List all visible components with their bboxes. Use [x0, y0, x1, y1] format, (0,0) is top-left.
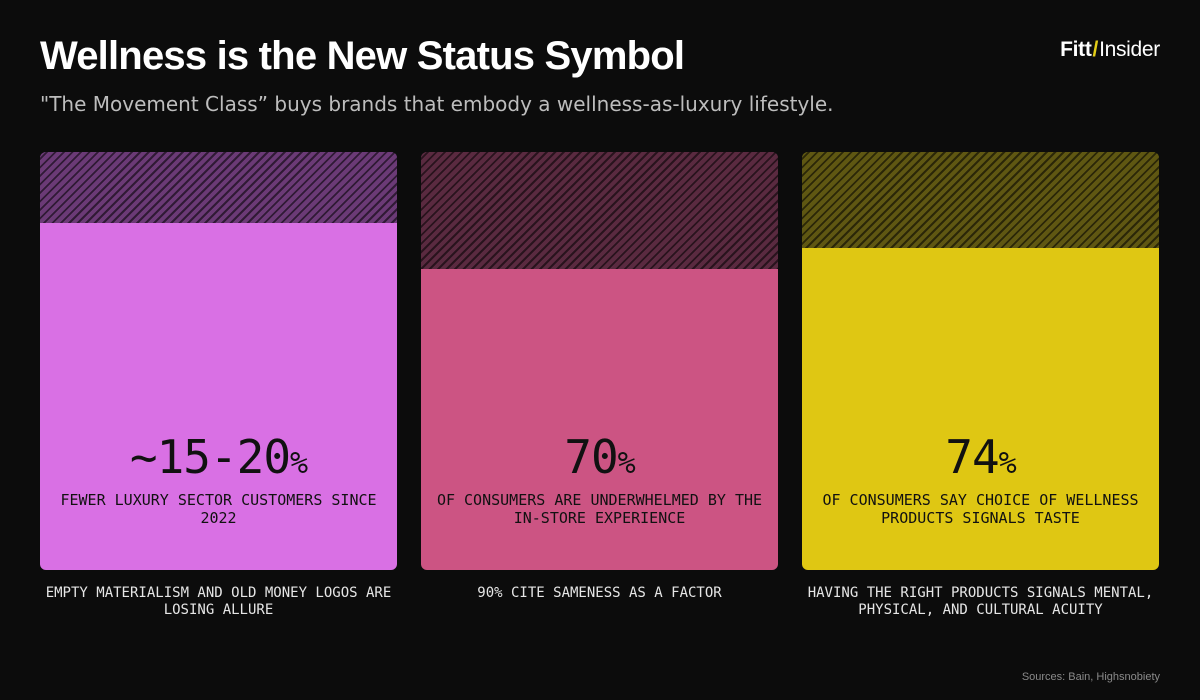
panel-2-fill-bar — [421, 269, 778, 570]
brand-logo: Fitt/Insider — [1060, 38, 1160, 62]
panel-3-fill-bar — [802, 248, 1159, 570]
panel-2-value: 70% — [421, 430, 778, 491]
panel-1-value-main: ~15-20 — [129, 430, 291, 484]
stat-panel-1: ~15-20% FEWER LUXURY SECTOR CUSTOMERS SI… — [40, 152, 397, 570]
logo-fitt: Fitt — [1060, 38, 1092, 61]
sources-note: Sources: Bain, Highsnobiety — [1021, 671, 1160, 683]
page-title: Wellness is the New Status Symbol — [40, 34, 685, 78]
panel-2-description: OF CONSUMERS ARE UNDERWHELMED BY THE IN-… — [436, 491, 763, 527]
stat-panel-2: 70% OF CONSUMERS ARE UNDERWHELMED BY THE… — [421, 152, 778, 570]
panel-2-value-unit: % — [617, 446, 636, 481]
logo-slash: / — [1092, 38, 1099, 61]
panel-1-hatch — [40, 152, 397, 223]
page-subtitle: "The Movement Class” buys brands that em… — [40, 92, 834, 116]
logo-insider: Insider — [1099, 38, 1160, 61]
panel-2-hatch — [421, 152, 778, 269]
panel-1-value: ~15-20% — [40, 430, 397, 491]
panel-3-stat: 74% OF CONSUMERS SAY CHOICE OF WELLNESS … — [802, 430, 1159, 527]
panel-2-stat: 70% OF CONSUMERS ARE UNDERWHELMED BY THE… — [421, 430, 778, 527]
stat-panel-3: 74% OF CONSUMERS SAY CHOICE OF WELLNESS … — [802, 152, 1159, 570]
panel-1-value-unit: % — [290, 446, 308, 481]
panel-2-value-main: 70 — [564, 430, 618, 484]
panel-1-footnote: EMPTY MATERIALISM AND OLD MONEY LOGOS AR… — [45, 585, 392, 618]
panel-3-hatch — [802, 152, 1159, 248]
panel-2-footnote: 90% CITE SAMENESS AS A FACTOR — [477, 585, 722, 601]
panel-1-description: FEWER LUXURY SECTOR CUSTOMERS SINCE 2022 — [60, 491, 377, 527]
panel-3-footnote: HAVING THE RIGHT PRODUCTS SIGNALS MENTAL… — [807, 585, 1154, 618]
panel-1-fill-bar — [40, 223, 397, 570]
panel-1-stat: ~15-20% FEWER LUXURY SECTOR CUSTOMERS SI… — [40, 430, 397, 527]
panel-3-value: 74% — [802, 430, 1159, 491]
panel-3-value-unit: % — [998, 446, 1017, 481]
panel-3-value-main: 74 — [945, 430, 999, 484]
panel-3-description: OF CONSUMERS SAY CHOICE OF WELLNESS PROD… — [822, 491, 1139, 527]
